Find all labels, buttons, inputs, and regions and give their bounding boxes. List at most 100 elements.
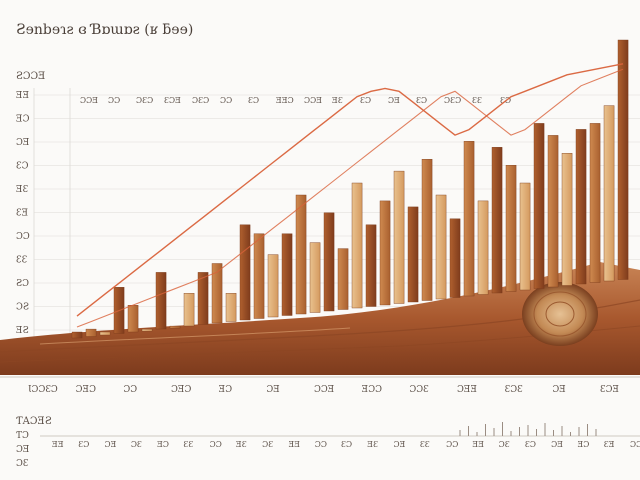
bottom-tick-label: ƆƎƎ bbox=[457, 385, 477, 395]
lower-tick-label: ƐƆ bbox=[341, 440, 352, 449]
bar bbox=[547, 135, 559, 288]
bottom-tick-label: ƆƎƆ bbox=[76, 385, 96, 395]
bar bbox=[477, 200, 489, 295]
top-tick-label: ƆƐƆ bbox=[136, 96, 153, 105]
lower-y-labels: ƬƆ ƆƎ ƆƐ bbox=[16, 431, 29, 469]
lower-tick-label: ƎƎ bbox=[288, 440, 300, 449]
y-tick-label: ƐƐ bbox=[16, 256, 28, 266]
wood-log-base bbox=[0, 262, 640, 375]
bar bbox=[533, 123, 545, 289]
lower-tick-label: ƆƎ bbox=[394, 440, 406, 449]
bar bbox=[505, 164, 517, 292]
top-tick-label: ƆƎ bbox=[388, 96, 400, 105]
lower-tick-label: ƆƆ bbox=[630, 440, 640, 449]
bar bbox=[575, 129, 587, 285]
lower-tick-label: ƎƐ bbox=[236, 440, 247, 449]
log-end-icon bbox=[522, 282, 598, 346]
lower-tick-label: ƐƐ bbox=[183, 440, 193, 449]
bottom-tick-label: ƆƆƐ bbox=[409, 385, 429, 395]
bar bbox=[407, 206, 419, 303]
y-tick-label: ƆƧ bbox=[16, 303, 29, 313]
bar bbox=[141, 328, 153, 332]
lower-tick-label: ƐƐ bbox=[420, 440, 430, 449]
bar bbox=[421, 158, 433, 301]
bar bbox=[365, 224, 377, 307]
bar bbox=[155, 272, 167, 330]
bar bbox=[169, 325, 181, 329]
chart-title: Ƨɘnbɘɿƨ ɞ Ɓɒɯɒƨ (ʁ ƃɘɘ) bbox=[16, 22, 193, 38]
lower-tick-label: ƎƆ bbox=[157, 440, 169, 449]
bar bbox=[253, 233, 265, 319]
top-tick-label: ƐƐ bbox=[472, 96, 482, 105]
lower-tick-label: ƎƐ bbox=[367, 440, 378, 449]
lower-y-label: ƬƆ bbox=[16, 431, 29, 441]
top-tick-label: ƐƆƎ bbox=[164, 96, 181, 105]
top-tick-label: ƐƆ bbox=[360, 96, 371, 105]
y-tick-label: ƎƆ bbox=[16, 115, 30, 125]
bar bbox=[351, 182, 363, 309]
top-tick-label: ƆƐƆ bbox=[444, 96, 461, 105]
lower-sparkline bbox=[459, 422, 597, 436]
y-tick-labels: ƎƎ ƎƆ ƆƎ ƐƆ ƎƐ ƐƎ ƆƆ ƐƐ ƧƆ ƆƧ ƎƧ bbox=[16, 91, 30, 336]
bar bbox=[617, 39, 629, 280]
lower-tick-label: ƎƎ bbox=[472, 440, 484, 449]
bars bbox=[71, 39, 629, 339]
bar bbox=[337, 248, 349, 310]
bar bbox=[435, 194, 447, 300]
lower-tick-label: ƎƆ bbox=[577, 440, 589, 449]
bar bbox=[603, 105, 615, 282]
top-tick-label: ƎƎƆ bbox=[276, 96, 294, 105]
bottom-tick-label: ƆƎ bbox=[266, 385, 279, 395]
lower-tick-label: ƆƐ bbox=[262, 440, 273, 449]
bar bbox=[309, 242, 321, 313]
y-tick-label: ƎƎ bbox=[16, 91, 29, 101]
bar bbox=[491, 147, 503, 294]
bar bbox=[281, 233, 293, 316]
bottom-tick-labels: ƖƆƆƐƆ ƆƎƆ ƆƆ ƆƎƆ ƎƆ ƆƎ ƆƆƎ ƎƆƆ ƆƆƐ ƆƎƎ ƐƆƐ ƆƎ ƐƆƎ bbox=[28, 385, 619, 395]
top-tick-label: ƐƆ bbox=[416, 96, 427, 105]
lower-tick-label: ƆƎ bbox=[105, 440, 117, 449]
lower-tick-label: ƎƎ bbox=[52, 440, 64, 449]
lower-tick-label: ƐƆ bbox=[78, 440, 89, 449]
top-tick-label: ƆƐƆ bbox=[192, 96, 209, 105]
bar bbox=[589, 123, 601, 283]
lower-y-label: ƆƎ bbox=[16, 445, 29, 455]
bar bbox=[323, 212, 335, 312]
bottom-tick-label: ƆƎ bbox=[552, 385, 565, 395]
trend-lines bbox=[76, 63, 624, 328]
y-tick-label: ƎƐ bbox=[16, 185, 29, 195]
y-axis-label: ƧƆƆƎ bbox=[16, 71, 45, 82]
bar bbox=[239, 224, 251, 321]
trend-line bbox=[76, 63, 624, 317]
top-tick-label: ƎƐ bbox=[332, 96, 343, 105]
bottom-tick-label: ƎƆƆ bbox=[362, 385, 382, 395]
bar bbox=[379, 200, 391, 306]
trend-line bbox=[76, 68, 624, 328]
bar bbox=[197, 272, 209, 325]
top-tick-label: ƆƆƎ bbox=[304, 96, 322, 105]
lower-axis-label: ƬAƆƎƧ bbox=[16, 416, 52, 427]
y-tick-label: ƎƧ bbox=[16, 326, 29, 336]
bottom-tick-label: ƎƆ bbox=[219, 385, 233, 395]
top-tick-label: ƆƆƎ bbox=[80, 96, 98, 105]
lower-tick-label: ƆƆ bbox=[446, 440, 458, 449]
bottom-tick-label: ƆƎƆ bbox=[171, 385, 191, 395]
bar bbox=[127, 305, 139, 333]
top-tick-label: ƆƆ bbox=[220, 96, 232, 105]
lower-tick-label: ƆƆ bbox=[210, 440, 222, 449]
bar bbox=[71, 331, 83, 339]
lower-tick-labels: ƎƎ ƐƆ ƆƎ ƆƐ ƎƆ ƐƐ ƆƆ ƎƐ ƆƐ ƎƎ ƆƆ ƐƆ ƎƐ ƆƎ ƐƐ ƆƆ ƎƎ ƆƐ ƐƆ ƆƎ… bbox=[52, 440, 640, 449]
bar bbox=[211, 263, 223, 324]
bottom-tick-label: ƆƆ bbox=[123, 385, 137, 395]
y-tick-label: ƆƆ bbox=[16, 232, 30, 242]
bar bbox=[99, 331, 111, 336]
bottom-tick-label: ƐƆƐ bbox=[505, 385, 523, 395]
bar bbox=[85, 328, 97, 337]
bottom-tick-label: ƖƆƆƐƆ bbox=[28, 385, 58, 395]
bar bbox=[393, 170, 405, 304]
y-tick-label: ƆƎ bbox=[16, 138, 29, 148]
bar bbox=[561, 152, 573, 286]
top-tick-label: ƆƆ bbox=[108, 96, 120, 105]
bar bbox=[225, 293, 237, 322]
